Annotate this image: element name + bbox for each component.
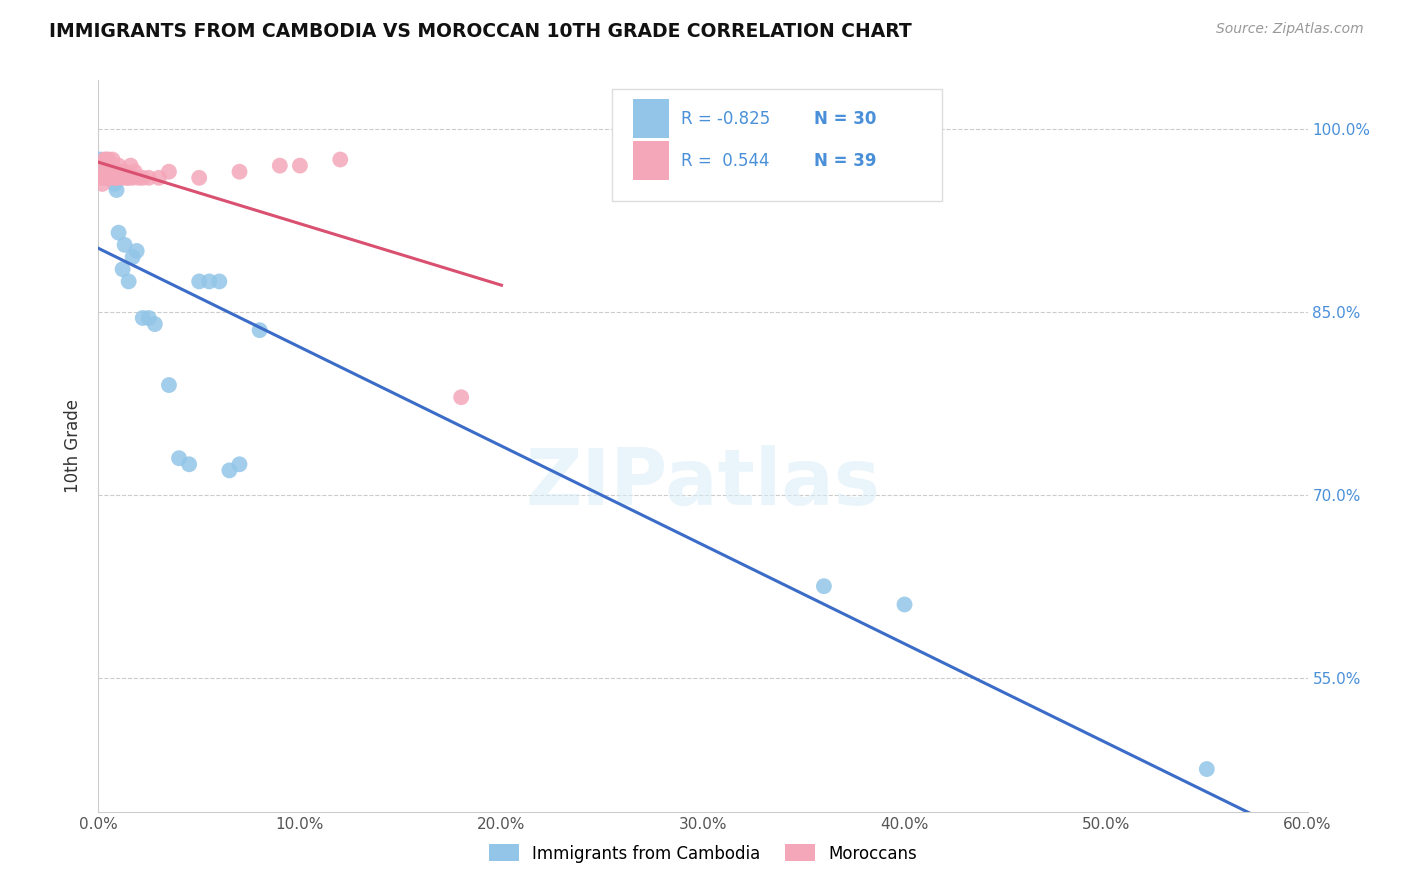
Point [118, 274, 141, 288]
Point [97, 153, 120, 167]
Y-axis label: 10th Grade: 10th Grade [65, 399, 83, 493]
Point [114, 238, 136, 252]
Text: N = 30: N = 30 [814, 110, 876, 128]
Point [450, 390, 472, 404]
Point [91, 159, 114, 173]
Point [208, 274, 231, 288]
Point [813, 579, 835, 593]
Point [157, 378, 180, 392]
Text: Source: ZipAtlas.com: Source: ZipAtlas.com [1216, 22, 1364, 37]
Point [329, 153, 352, 167]
Point [128, 170, 150, 185]
Point [89, 170, 111, 185]
Text: ZIPatlas: ZIPatlas [526, 444, 880, 521]
Point [1195, 762, 1218, 776]
Point [228, 458, 250, 472]
Point [100, 170, 122, 185]
Point [132, 170, 155, 185]
Point [93, 153, 115, 167]
Point [110, 164, 132, 178]
Point [111, 170, 134, 185]
Point [118, 170, 141, 185]
Point [107, 159, 129, 173]
Point [198, 274, 221, 288]
Point [103, 177, 125, 191]
Text: IMMIGRANTS FROM CAMBODIA VS MOROCCAN 10TH GRADE CORRELATION CHART: IMMIGRANTS FROM CAMBODIA VS MOROCCAN 10T… [49, 22, 912, 41]
Point [120, 159, 142, 173]
Point [218, 463, 240, 477]
Point [121, 250, 143, 264]
Point [893, 598, 915, 612]
Point [138, 170, 160, 185]
Text: R =  0.544: R = 0.544 [681, 152, 769, 169]
Legend: Immigrants from Cambodia, Moroccans: Immigrants from Cambodia, Moroccans [482, 838, 924, 869]
Point [91, 177, 114, 191]
Point [114, 164, 136, 178]
Point [103, 164, 125, 178]
Point [100, 170, 122, 185]
Point [97, 159, 120, 173]
Text: N = 39: N = 39 [814, 152, 876, 169]
Point [228, 164, 250, 178]
Point [101, 153, 124, 167]
Point [124, 164, 146, 178]
Point [143, 317, 166, 331]
Point [132, 311, 155, 326]
Point [107, 164, 129, 178]
Point [101, 164, 124, 178]
Point [269, 159, 291, 173]
Point [114, 164, 136, 178]
Point [288, 159, 311, 173]
Point [96, 164, 118, 178]
Point [138, 311, 160, 326]
Point [179, 458, 201, 472]
Point [96, 164, 118, 178]
Point [121, 170, 143, 185]
Point [105, 170, 128, 185]
Point [93, 170, 115, 185]
Point [188, 274, 211, 288]
Point [93, 170, 115, 185]
Point [125, 244, 148, 258]
Point [89, 153, 111, 167]
Point [115, 170, 138, 185]
Point [101, 159, 124, 173]
Point [105, 183, 128, 197]
Point [91, 164, 114, 178]
Point [107, 226, 129, 240]
Point [188, 170, 211, 185]
Point [111, 262, 134, 277]
Point [103, 170, 125, 185]
Point [105, 170, 128, 185]
Point [148, 170, 170, 185]
Point [97, 170, 120, 185]
Point [100, 159, 122, 173]
Point [167, 451, 190, 466]
Text: R = -0.825: R = -0.825 [681, 110, 769, 128]
Point [157, 164, 180, 178]
Point [96, 153, 118, 167]
Point [249, 323, 271, 337]
